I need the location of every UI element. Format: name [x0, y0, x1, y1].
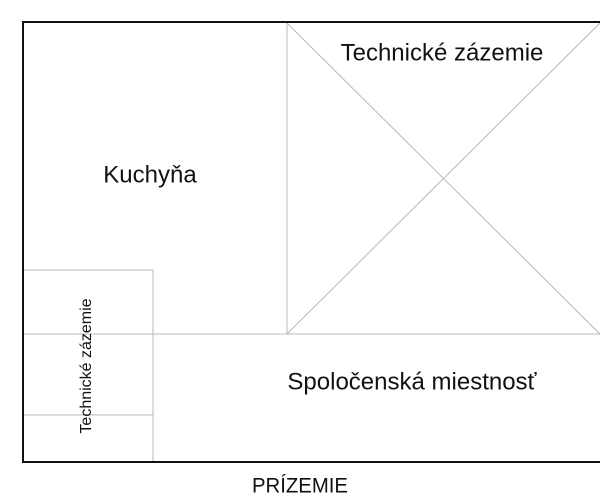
room-label: Technické zázemie — [78, 298, 95, 433]
walls — [23, 22, 600, 462]
cross-line — [286, 22, 600, 335]
outer-wall — [22, 21, 600, 463]
floor-title: PRÍZEMIE — [252, 475, 348, 497]
room-label: Kuchyňa — [103, 161, 197, 188]
room-label: Technické zázemie — [341, 39, 544, 66]
room-label: Spoločenská miestnosť — [287, 368, 537, 395]
